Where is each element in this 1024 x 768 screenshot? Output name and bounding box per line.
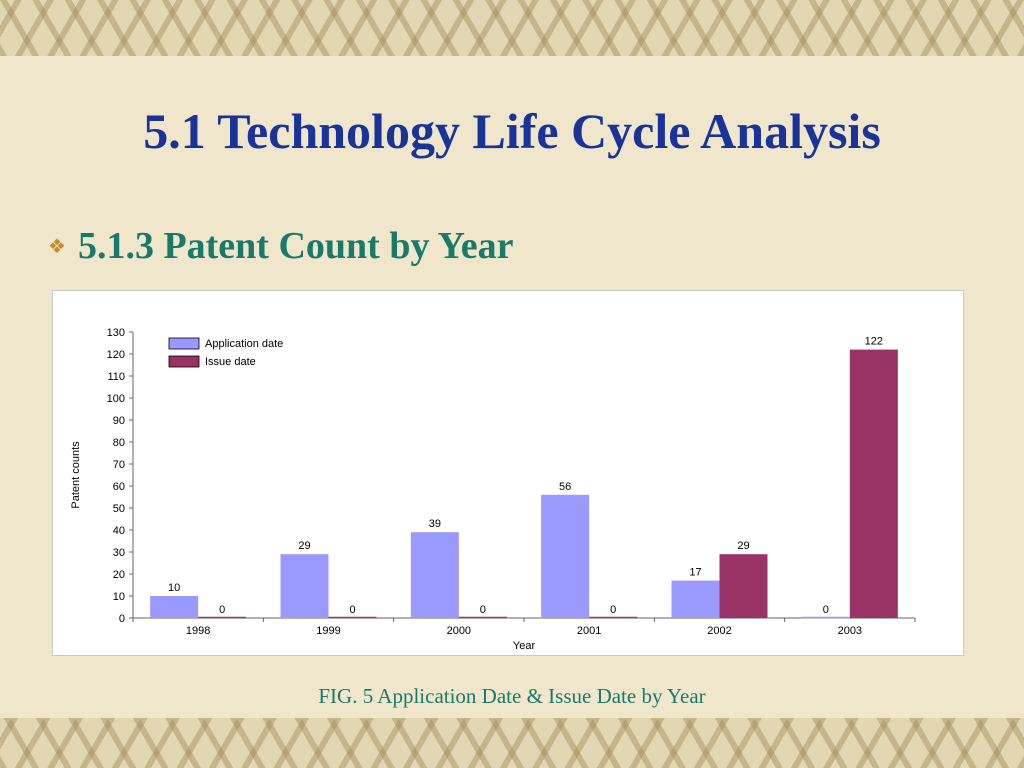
y-tick-label: 90 [113, 415, 125, 427]
legend-swatch [168, 337, 200, 350]
y-tick-label: 70 [113, 459, 125, 471]
bar-application-date [410, 532, 459, 618]
x-axis-label: Year [513, 640, 536, 652]
x-tick-label: 1998 [186, 625, 210, 637]
bullet-item: ❖ 5.1.3 Patent Count by Year [48, 224, 514, 268]
y-tick-label: 120 [107, 349, 125, 361]
slide-title: 5.1 Technology Life Cycle Analysis [143, 103, 881, 159]
data-label: 0 [610, 604, 616, 616]
slide-subtitle: 5.1.3 Patent Count by Year [77, 225, 514, 267]
y-tick-label: 50 [113, 503, 125, 515]
x-tick-label: 1999 [316, 625, 340, 637]
legend-label: Issue date [205, 356, 256, 368]
data-label: 29 [737, 540, 749, 552]
data-label: 0 [480, 604, 486, 616]
data-label: 29 [298, 540, 310, 552]
bar-issue-date [719, 554, 768, 618]
data-label: 10 [168, 582, 180, 594]
data-label: 0 [219, 604, 225, 616]
data-label: 122 [865, 336, 883, 348]
decorative-top-border [0, 0, 1024, 56]
decorative-bottom-border [0, 718, 1024, 768]
figure-caption: FIG. 5 Application Date & Issue Date by … [318, 684, 706, 708]
x-tick-label: 2000 [447, 625, 471, 637]
x-tick-label: 2002 [707, 625, 731, 637]
y-tick-label: 20 [113, 569, 125, 581]
data-label: 39 [429, 518, 441, 530]
bar-application-date [541, 494, 590, 618]
y-tick-label: 30 [113, 547, 125, 559]
diamond-bullet-icon: ❖ [48, 234, 66, 258]
x-tick-label: 2003 [838, 625, 862, 637]
legend-swatch [168, 355, 200, 368]
bar-application-date [280, 554, 329, 618]
y-axis-label: Patent counts [70, 441, 82, 509]
bar-application-date [671, 580, 720, 618]
y-tick-label: 80 [113, 437, 125, 449]
y-tick-label: 100 [107, 393, 125, 405]
data-label: 56 [559, 481, 571, 493]
data-label: 0 [823, 604, 829, 616]
x-tick-label: 2001 [577, 625, 601, 637]
y-tick-label: 10 [113, 591, 125, 603]
y-tick-label: 130 [107, 327, 125, 339]
y-tick-label: 110 [107, 371, 125, 383]
y-tick-label: 0 [119, 613, 125, 625]
bar-application-date [150, 596, 199, 618]
data-label: 0 [349, 604, 355, 616]
y-tick-label: 40 [113, 525, 125, 537]
data-label: 17 [689, 567, 701, 579]
bar-issue-date [849, 349, 898, 618]
chart-panel: 0 10 20 30 40 50 60 70 80 90 100 110 120 130 Patent co… [52, 290, 964, 656]
legend-label: Application date [205, 338, 283, 350]
y-tick-label: 60 [113, 481, 125, 493]
